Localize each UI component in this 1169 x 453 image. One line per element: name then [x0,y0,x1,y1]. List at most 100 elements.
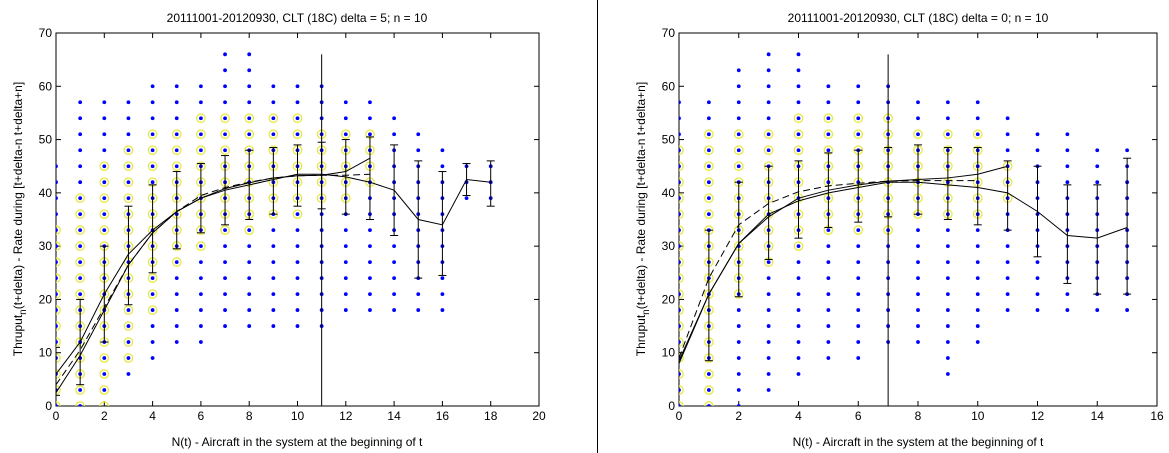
data-point [126,180,131,185]
data-point [295,244,300,249]
circled-point [196,113,206,124]
data-point [856,276,861,281]
circled-point [56,241,61,251]
data-point [975,116,980,121]
circled-point [196,241,206,251]
xtick-label: 8 [915,409,922,423]
xtick-label: 18 [484,409,498,423]
data-point [343,276,348,281]
xtick-label: 10 [971,409,985,423]
circled-point [123,321,134,331]
circled-point [793,113,804,124]
data-point [78,164,83,169]
data-point [706,372,711,376]
data-point [796,132,801,137]
data-point [440,292,445,296]
data-point [796,84,801,89]
data-point [826,356,831,360]
data-point [199,260,203,265]
data-point [856,260,861,265]
data-point [78,100,83,105]
data-point [368,308,372,312]
data-point [916,340,920,344]
data-point [856,308,861,312]
circled-point [244,113,255,124]
data-point [856,324,861,328]
chart-left: 20111001-20120930, CLT (18C) delta = 5; … [11,11,546,449]
circled-point [147,129,158,140]
data-point [247,244,252,249]
chart-left-ylabel-sub: n [18,309,29,315]
data-point [247,132,252,137]
circled-point [147,289,158,299]
data-point [223,244,227,249]
data-point [945,372,950,376]
xtick-label: 12 [339,409,353,423]
xtick-label: 12 [1031,409,1045,423]
circled-point [679,273,684,283]
circled-point [972,129,983,140]
data-point [56,196,58,201]
circled-point [679,369,684,379]
circled-point [196,129,206,140]
data-point [78,148,83,153]
circled-point [292,113,303,124]
data-point [736,340,741,344]
data-point [796,244,801,249]
circled-point [679,305,684,315]
data-point [295,308,300,312]
circled-point [75,273,86,283]
data-point [247,308,252,312]
chart-right-title: 20111001-20120930, CLT (18C) delta = 0; … [788,11,1049,25]
data-point [679,388,681,392]
data-point [975,324,980,328]
data-point [150,356,155,360]
data-point [368,260,372,265]
data-point [295,100,300,105]
xtick-label: 4 [795,409,802,423]
circled-point [679,241,684,251]
circled-point [268,129,279,140]
circled-point [679,289,684,299]
data-point [1065,132,1070,137]
data-point [1095,308,1100,312]
data-point [78,196,83,201]
data-point [56,404,58,406]
data-point [271,84,276,89]
chart-right-ylabel-rest: (t+delta) - Rate during [t+delta-n t+del… [634,82,648,309]
data-point [174,84,179,89]
circled-point [853,225,864,236]
circled-point [56,273,61,283]
data-point [223,52,227,57]
ytick-label: 30 [39,239,53,253]
data-point [796,324,801,328]
circled-point [56,289,61,299]
data-point [343,260,348,265]
data-point [56,180,58,185]
data-point [679,100,681,105]
circled-point [679,177,684,188]
data-point [856,340,861,344]
fit-line-dashed [56,173,370,385]
data-point [679,404,681,406]
ytick-label: 10 [39,346,53,360]
data-point [295,116,300,121]
data-point [1035,276,1040,281]
data-point [766,100,771,105]
chart-left-xtick-labels: 0 2 4 6 8 10 12 14 16 18 20 [53,409,546,423]
data-point [150,84,155,89]
data-point [174,100,179,105]
ytick-label: 30 [662,239,676,253]
data-point [343,228,348,233]
data-point [440,164,445,169]
xtick-label: 16 [1150,409,1164,423]
fit-line-solid [56,157,371,393]
data-point [174,292,179,296]
data-point [295,84,300,89]
data-point [174,276,179,281]
data-point [706,404,711,406]
data-point [440,276,445,281]
circled-point [75,257,86,267]
data-point [199,324,203,328]
data-point [150,340,155,344]
